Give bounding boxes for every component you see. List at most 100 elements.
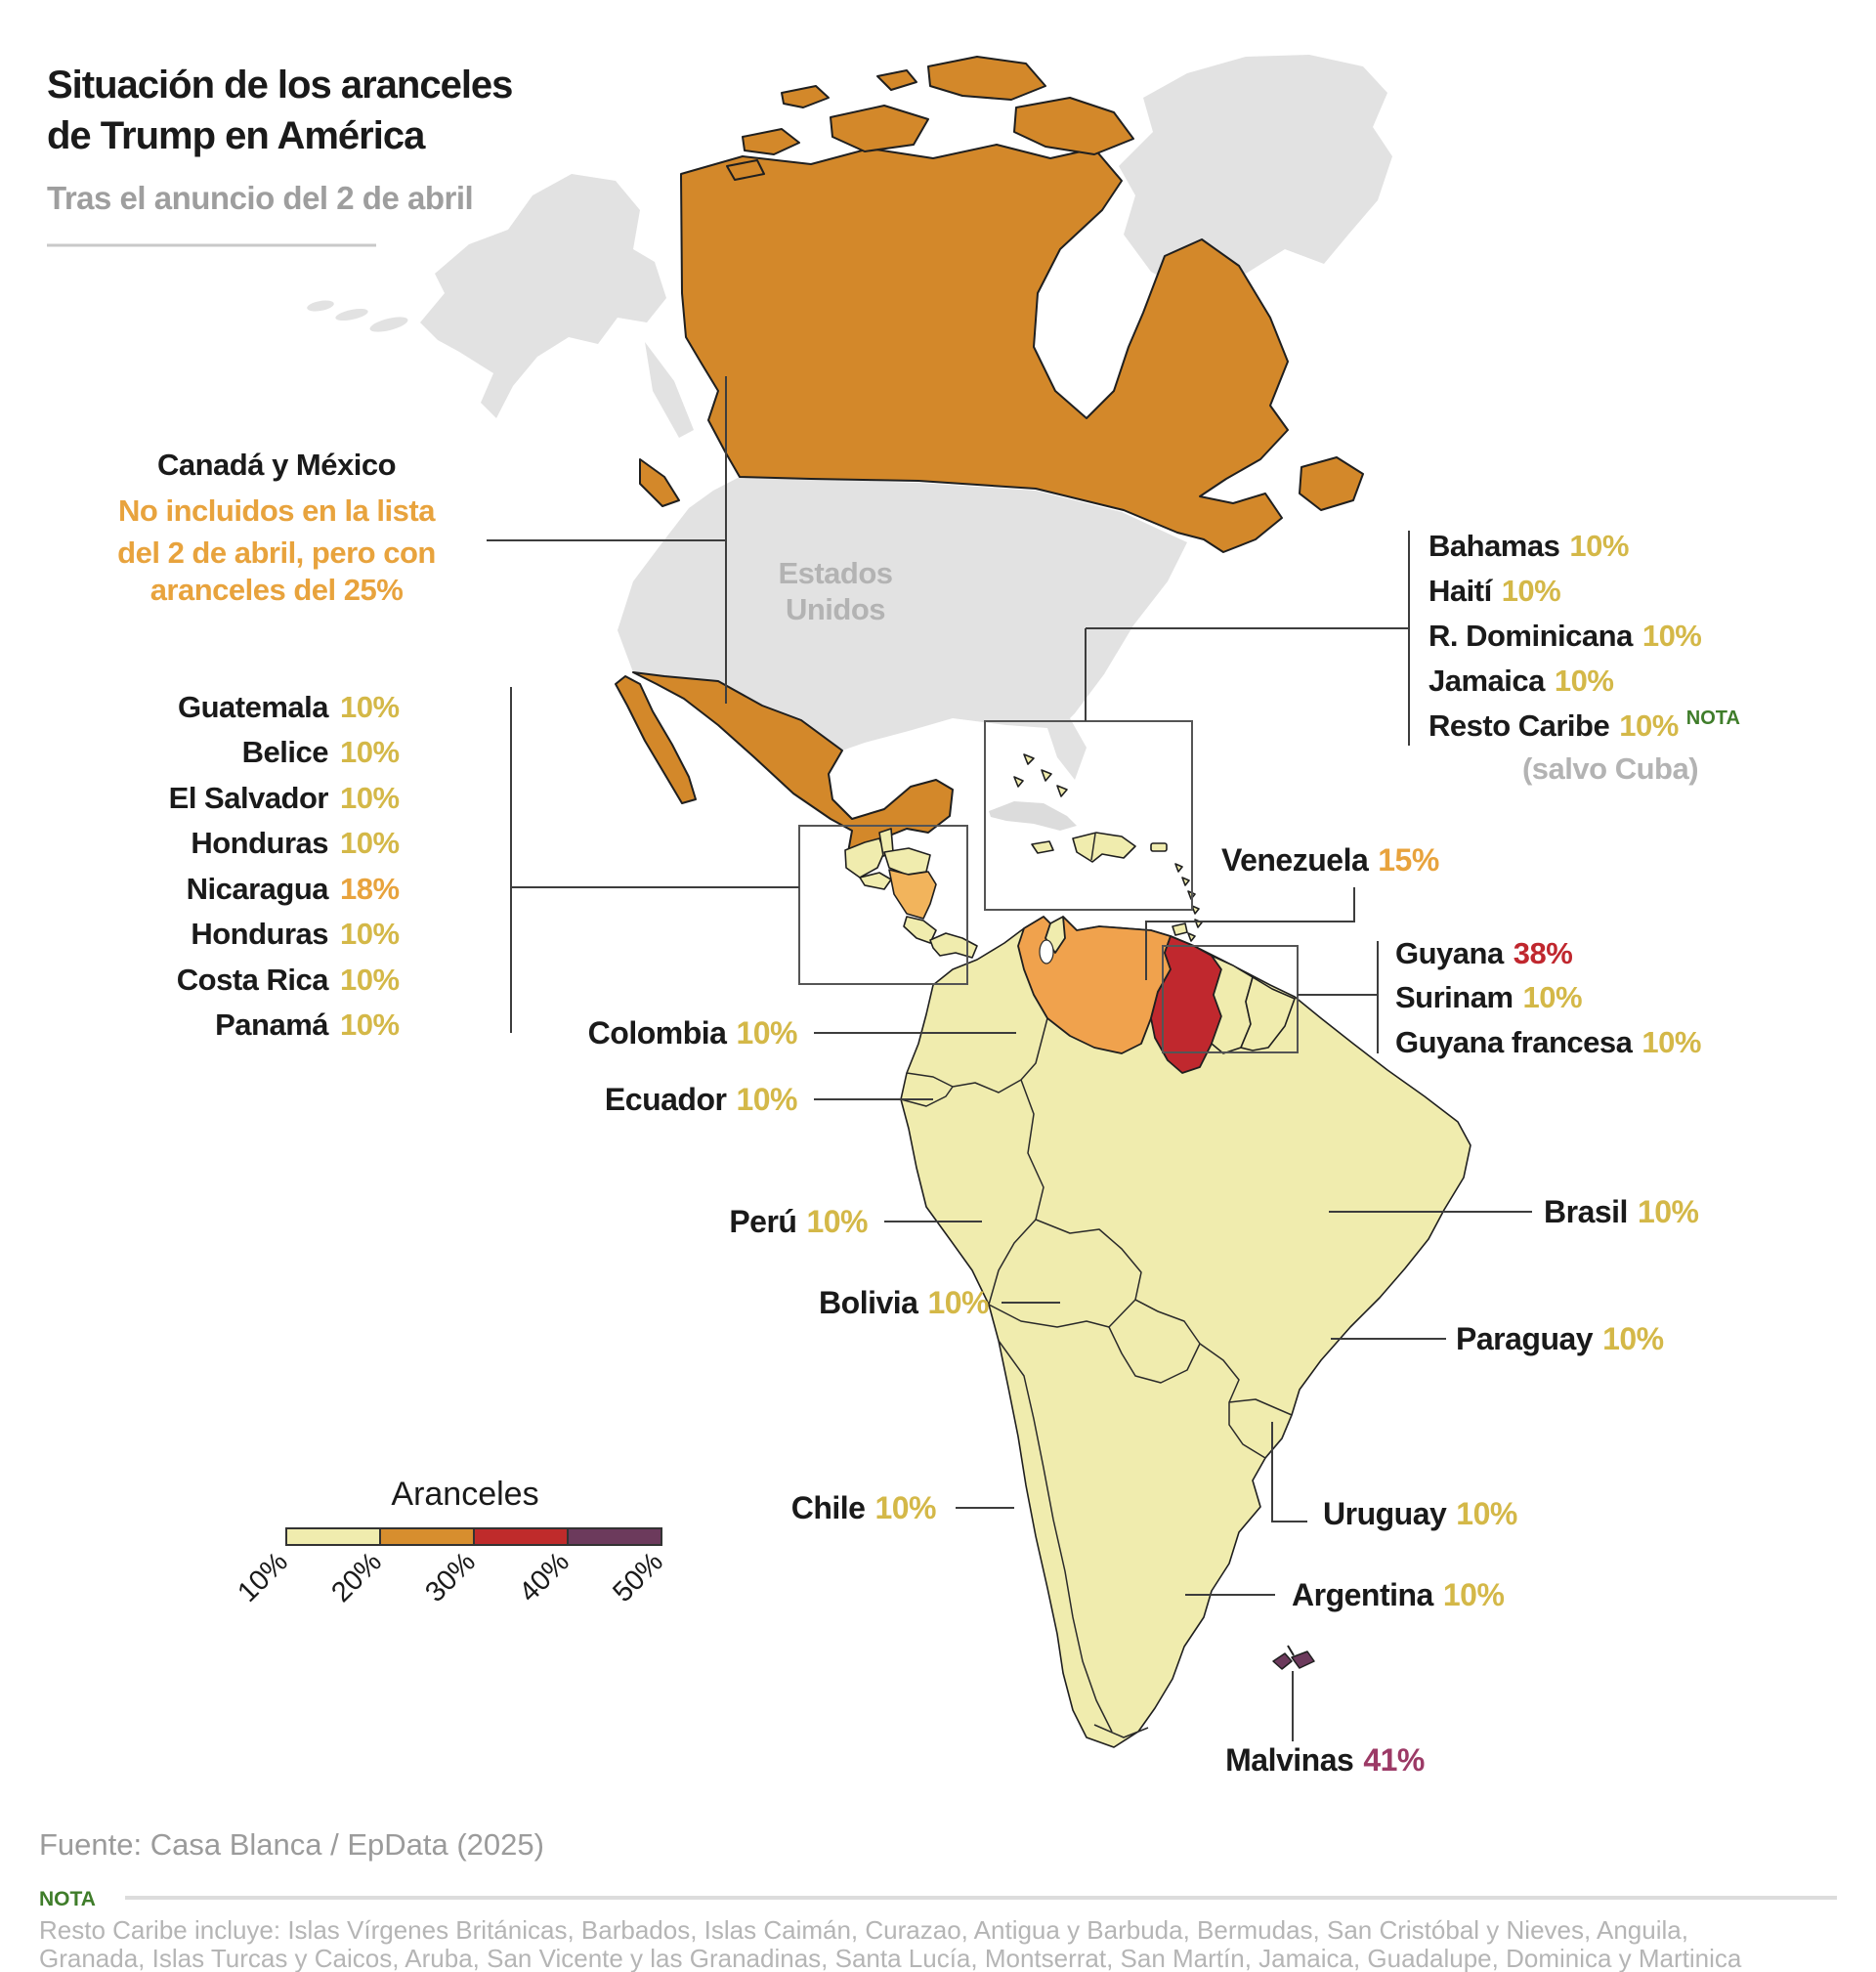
paraguay-label: Paraguay 10%: [1456, 1321, 1664, 1356]
ca-row-name: Guatemala: [178, 690, 329, 724]
ca-row-value: 10%: [340, 690, 400, 724]
header: Situación de los aranceles de Trump en A…: [47, 64, 513, 247]
ca-row-value: 10%: [340, 963, 400, 997]
legend-tick-40: 40%: [513, 1546, 576, 1608]
usa-label-line1: Estados: [778, 556, 892, 590]
canada-mexico-connector: [487, 376, 727, 704]
map-haiti-dr-border: [1090, 833, 1096, 861]
uruguay-label: Uruguay 10%: [1323, 1496, 1517, 1531]
map-cuba: [989, 801, 1077, 831]
map-suriname: [1211, 955, 1254, 1054]
legend-swatch-20-30: [379, 1527, 475, 1546]
uruguay-connector: [1271, 1422, 1307, 1522]
inset-boxes: [798, 720, 1299, 1053]
footnote-label: NOTA: [39, 1888, 96, 1910]
caribbean-inset-box: [984, 720, 1193, 911]
page-title-line1: Situación de los aranceles: [47, 64, 512, 107]
map-caribbean: [989, 753, 1203, 942]
map-canada: [680, 144, 1289, 553]
map-alaska: [420, 174, 666, 418]
map-jamaica: [1031, 840, 1054, 854]
caribbean-bracket: [1085, 531, 1410, 746]
canada-mexico-heading: Canadá y México: [157, 448, 396, 482]
map-french-guiana: [1240, 976, 1296, 1051]
page-subtitle: Tras el anuncio del 2 de abril: [47, 180, 473, 216]
caribbean-list: Bahamas 10% Haití 10% R. Dominicana 10% Jam…: [1428, 529, 1740, 786]
usa-label: Estados Unidos: [778, 556, 893, 626]
map-alaska-panhandle: [645, 342, 694, 438]
map-central-america: [844, 828, 978, 959]
caribbean-footnote: (salvo Cuba): [1522, 751, 1698, 786]
chile-label: Chile 10%: [791, 1490, 936, 1525]
guianas-row-guyana-francesa: Guyana francesa 10%: [1395, 1025, 1701, 1059]
malvinas-label: Malvinas 41%: [1225, 1742, 1425, 1778]
map-el-salvador: [859, 872, 892, 890]
map-newfoundland: [1299, 456, 1364, 511]
guianas-inset-box: [1162, 945, 1299, 1053]
venezuela-label: Venezuela 15%: [1221, 842, 1439, 878]
carib-row: Bahamas 10%: [1428, 529, 1629, 563]
map-sa-internal-borders: [900, 1017, 1293, 1738]
ca-row-value: 18%: [340, 872, 400, 906]
map-nicaragua: [888, 869, 937, 920]
ca-row-value: 10%: [340, 826, 400, 860]
nota-superscript: NOTA: [1686, 707, 1740, 729]
map-aleutian-islands: [307, 300, 408, 332]
footer: Fuente: Casa Blanca / EpData (2025) NOTA…: [39, 1827, 1837, 1972]
canada-mexico-note-line1: No incluidos en la lista: [118, 493, 436, 528]
legend-tick-30: 30%: [419, 1546, 482, 1608]
legend: Aranceles 10% 20% 30% 40% 50%: [232, 1476, 669, 1608]
colombia-label: Colombia 10%: [588, 1015, 797, 1050]
legend-tick-10: 10%: [232, 1546, 294, 1608]
venezuela-connector: [1145, 887, 1355, 980]
map-canadian-arctic-islands: [726, 56, 1134, 181]
ca-row-name: Honduras: [191, 917, 328, 951]
usa-label-line2: Unidos: [786, 592, 885, 626]
guianas-row-surinam: Surinam 10%: [1395, 980, 1582, 1014]
legend-tick-50: 50%: [607, 1546, 669, 1608]
connector-lines: [487, 376, 1532, 1741]
map-hispaniola: [1072, 832, 1136, 863]
map-canada-mexico: [615, 56, 1364, 856]
ca-row-value: 10%: [340, 1007, 400, 1042]
map-south-america: [900, 916, 1471, 1748]
carib-row: Jamaica 10%: [1428, 664, 1613, 698]
ca-row-name: Belice: [242, 735, 329, 769]
canada-mexico-note-line2: del 2 de abril, pero con: [117, 536, 436, 570]
map-malvinas: [1272, 1645, 1315, 1670]
map-lesser-antilles: [1172, 863, 1203, 942]
central-america-list: Guatemala 10% Belice 10% El Salvador 10%…: [169, 690, 400, 1042]
carib-row: R. Dominicana 10%: [1428, 619, 1701, 653]
bolivia-label: Bolivia 10%: [819, 1285, 989, 1320]
legend-swatch-10-20: [285, 1527, 381, 1546]
ca-row-name: Costa Rica: [177, 963, 329, 997]
map-puerto-rico: [1150, 842, 1168, 852]
map-guatemala: [844, 837, 885, 879]
brasil-label: Brasil 10%: [1544, 1194, 1699, 1229]
legend-swatch-30-40: [473, 1527, 569, 1546]
canada-mexico-note-line3: aranceles del 25%: [150, 573, 404, 607]
map-mexico: [632, 671, 954, 856]
guianas-bracket: [1298, 941, 1379, 1053]
argentina-label: Argentina 10%: [1292, 1577, 1504, 1612]
canada-mexico-annotation: Canadá y México No incluidos en la lista…: [117, 448, 437, 607]
ecuador-label: Ecuador 10%: [605, 1082, 797, 1117]
ca-row-value: 10%: [340, 735, 400, 769]
map-vancouver-island: [639, 458, 680, 507]
map-bahamas: [1013, 753, 1068, 797]
ca-row-value: 10%: [340, 917, 400, 951]
map-costa-rica: [903, 916, 937, 944]
legend-title: Aranceles: [391, 1476, 538, 1513]
central-america-inset-box: [798, 825, 968, 985]
map-baja-california: [615, 675, 697, 804]
guianas-row-guyana: Guyana 38%: [1395, 936, 1572, 970]
page-title-line2: de Trump en América: [47, 114, 426, 157]
ca-row-name: Panamá: [215, 1007, 329, 1042]
legend-swatch-40-50: [567, 1527, 662, 1546]
central-america-bracket: [510, 687, 799, 1033]
ca-row-name: El Salvador: [169, 781, 329, 815]
ca-row-name: Nicaragua: [187, 872, 330, 906]
footnote-text-line1: Resto Caribe incluye: Islas Vírgenes Bri…: [39, 1915, 1688, 1945]
